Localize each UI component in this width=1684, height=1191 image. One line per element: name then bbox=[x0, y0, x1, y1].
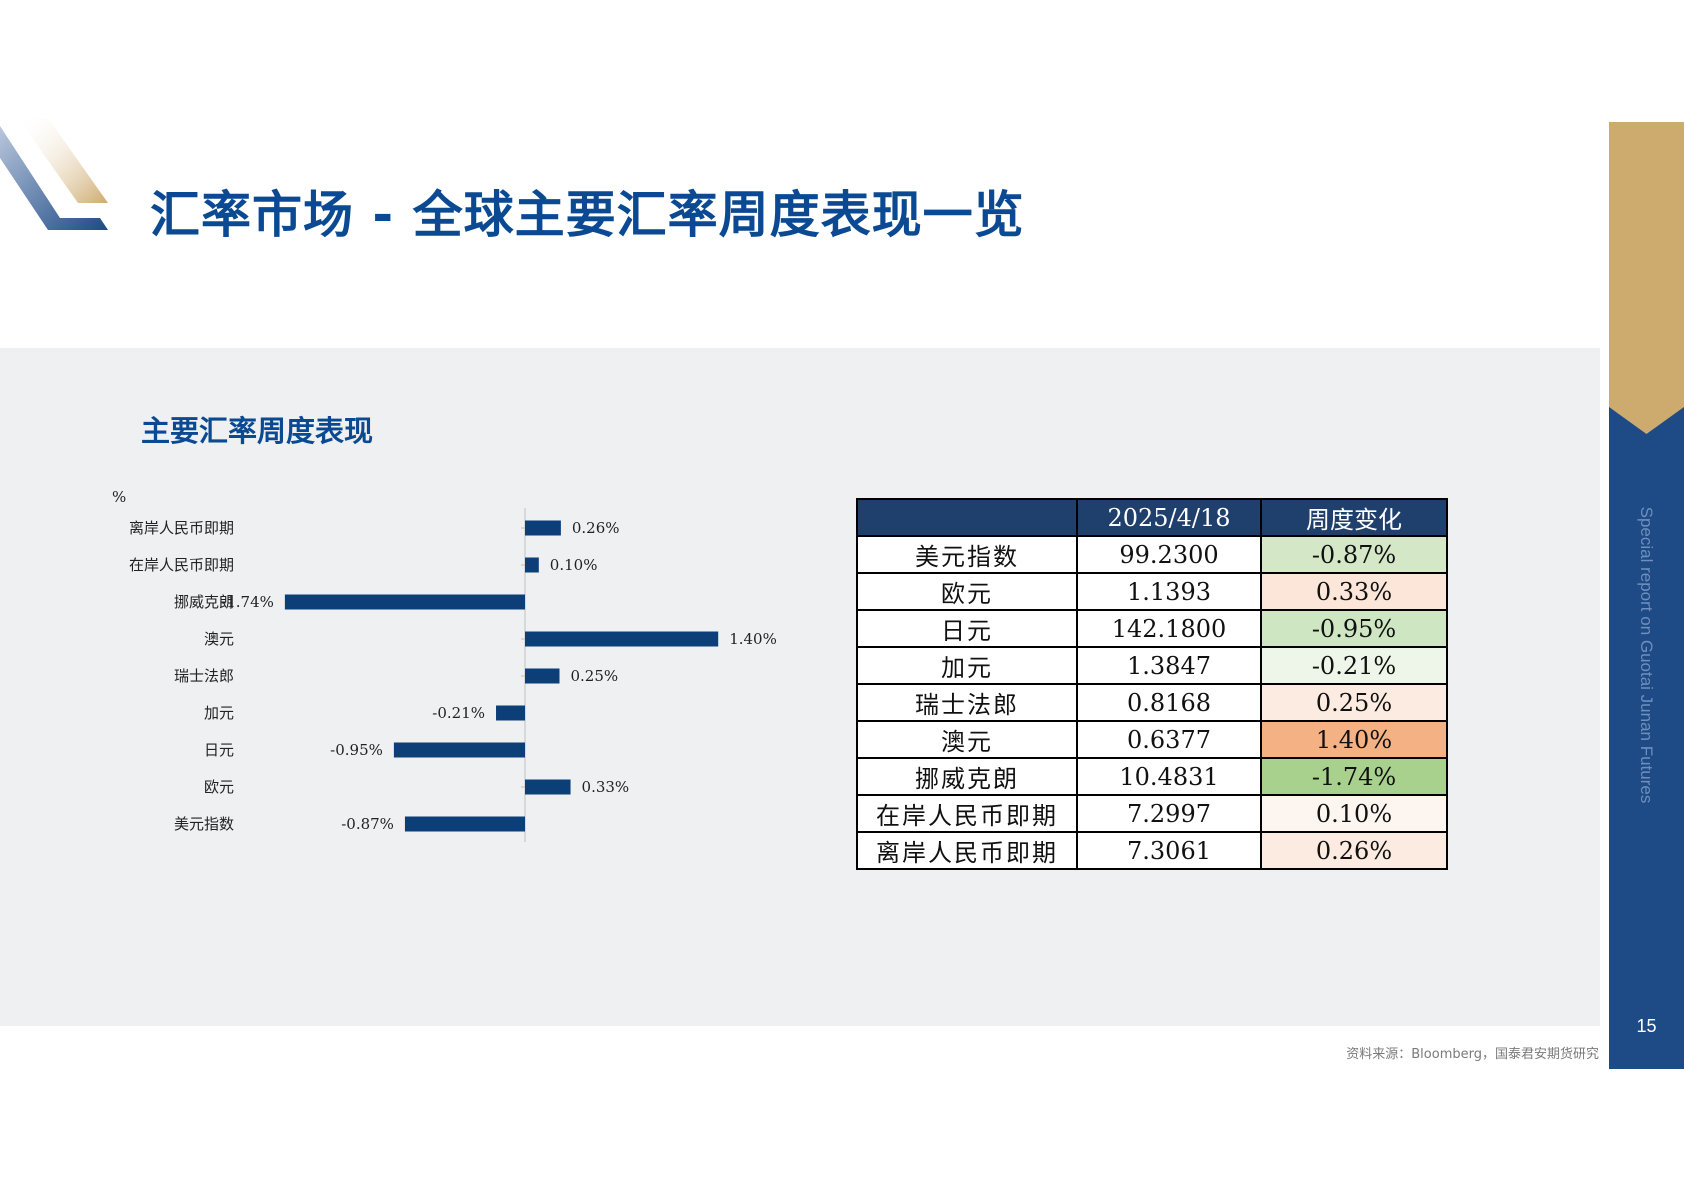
chart-bar bbox=[525, 668, 560, 684]
table-header-change: 周度变化 bbox=[1260, 498, 1448, 537]
table-header-date: 2025/4/18 bbox=[1076, 498, 1262, 537]
table-cell-change: 0.33% bbox=[1260, 572, 1448, 611]
chart-value-label: -0.87% bbox=[341, 815, 394, 833]
table-header-name bbox=[856, 498, 1078, 537]
chart-unit-label: % bbox=[112, 488, 126, 506]
chart-bar bbox=[496, 705, 525, 721]
chart-value-label: 0.25% bbox=[571, 667, 619, 685]
table-row: 离岸人民币即期 7.3061 0.26% bbox=[856, 831, 1448, 870]
table-cell-price: 99.2300 bbox=[1076, 535, 1262, 574]
table-row: 加元 1.3847 -0.21% bbox=[856, 646, 1448, 685]
source-note: 资料来源：Bloomberg，国泰君安期货研究 bbox=[1346, 1047, 1599, 1062]
chart-category-label: 离岸人民币即期 bbox=[129, 519, 234, 537]
chart-bar bbox=[393, 742, 525, 758]
table-cell-change: -1.74% bbox=[1260, 757, 1448, 796]
chart-title: 主要汇率周度表现 bbox=[141, 414, 374, 448]
table-row: 澳元 0.6377 1.40% bbox=[856, 720, 1448, 759]
table-cell-change: 1.40% bbox=[1260, 720, 1448, 759]
table-cell-price: 7.3061 bbox=[1076, 831, 1262, 870]
table-row: 日元 142.1800 -0.95% bbox=[856, 609, 1448, 648]
table-cell-name: 加元 bbox=[856, 646, 1078, 685]
table-cell-price: 142.1800 bbox=[1076, 609, 1262, 648]
table-row: 欧元 1.1393 0.33% bbox=[856, 572, 1448, 611]
chart-bar bbox=[525, 631, 719, 647]
table-cell-change: -0.95% bbox=[1260, 609, 1448, 648]
table-cell-name: 在岸人民币即期 bbox=[856, 794, 1078, 833]
chart-category-label: 美元指数 bbox=[174, 815, 234, 833]
table-cell-change: 0.25% bbox=[1260, 683, 1448, 722]
chart-bar bbox=[525, 779, 571, 795]
chart-value-label: -0.21% bbox=[432, 704, 485, 722]
chart-category-label: 日元 bbox=[204, 741, 234, 759]
table-row: 瑞士法郎 0.8168 0.25% bbox=[856, 683, 1448, 722]
table-row: 挪威克朗 10.4831 -1.74% bbox=[856, 757, 1448, 796]
table-cell-name: 挪威克朗 bbox=[856, 757, 1078, 796]
chart-bar bbox=[284, 594, 525, 610]
chart-value-label: -0.95% bbox=[330, 741, 383, 759]
chart-bar bbox=[525, 520, 561, 536]
table-cell-change: -0.21% bbox=[1260, 646, 1448, 685]
chart-value-label: 1.40% bbox=[729, 630, 777, 648]
chart-category-label: 欧元 bbox=[204, 778, 234, 796]
table-cell-name: 澳元 bbox=[856, 720, 1078, 759]
table-cell-change: 0.10% bbox=[1260, 794, 1448, 833]
table-row: 美元指数 99.2300 -0.87% bbox=[856, 535, 1448, 574]
gold-bookmark-tab bbox=[1609, 122, 1684, 434]
table-cell-price: 7.2997 bbox=[1076, 794, 1262, 833]
chart-value-label: 0.26% bbox=[572, 519, 620, 537]
chart-category-label: 澳元 bbox=[204, 630, 234, 648]
page-title: 汇率市场 - 全球主要汇率周度表现一览 bbox=[150, 186, 1025, 244]
chart-category-label: 在岸人民币即期 bbox=[129, 556, 234, 574]
chart-category-label: 加元 bbox=[204, 704, 234, 722]
table-cell-price: 1.3847 bbox=[1076, 646, 1262, 685]
table-cell-price: 10.4831 bbox=[1076, 757, 1262, 796]
table-cell-change: -0.87% bbox=[1260, 535, 1448, 574]
chart-value-label: 0.10% bbox=[550, 556, 598, 574]
chart-bar bbox=[525, 557, 539, 573]
chart-category-label: 瑞士法郎 bbox=[174, 667, 234, 685]
table-header-row: 2025/4/18 周度变化 bbox=[856, 498, 1448, 537]
page-number: 15 bbox=[1636, 1016, 1657, 1036]
table-cell-name: 瑞士法郎 bbox=[856, 683, 1078, 722]
table-row: 在岸人民币即期 7.2997 0.10% bbox=[856, 794, 1448, 833]
table-cell-price: 0.6377 bbox=[1076, 720, 1262, 759]
bar-chart: %离岸人民币即期 0.26% 在岸人民币即期 0.10% 挪威克朗-1.74% 澳元 1.4… bbox=[112, 488, 777, 842]
table-cell-change: 0.26% bbox=[1260, 831, 1448, 870]
side-vertical-text: Special report on Guotai Junan Futures bbox=[1637, 506, 1656, 804]
chart-value-label: 0.33% bbox=[582, 778, 630, 796]
table-cell-name: 日元 bbox=[856, 609, 1078, 648]
fx-weekly-table: 2025/4/18 周度变化 美元指数 99.2300 -0.87% 欧元 1.1393… bbox=[856, 498, 1448, 870]
table-cell-name: 离岸人民币即期 bbox=[856, 831, 1078, 870]
corner-stripes-logo bbox=[0, 118, 108, 230]
chart-bar bbox=[404, 816, 525, 832]
chart-category-label: 挪威克朗 bbox=[174, 593, 234, 611]
table-cell-name: 欧元 bbox=[856, 572, 1078, 611]
table-cell-price: 1.1393 bbox=[1076, 572, 1262, 611]
table-cell-price: 0.8168 bbox=[1076, 683, 1262, 722]
table-cell-name: 美元指数 bbox=[856, 535, 1078, 574]
chart-value-label: -1.74% bbox=[221, 593, 274, 611]
